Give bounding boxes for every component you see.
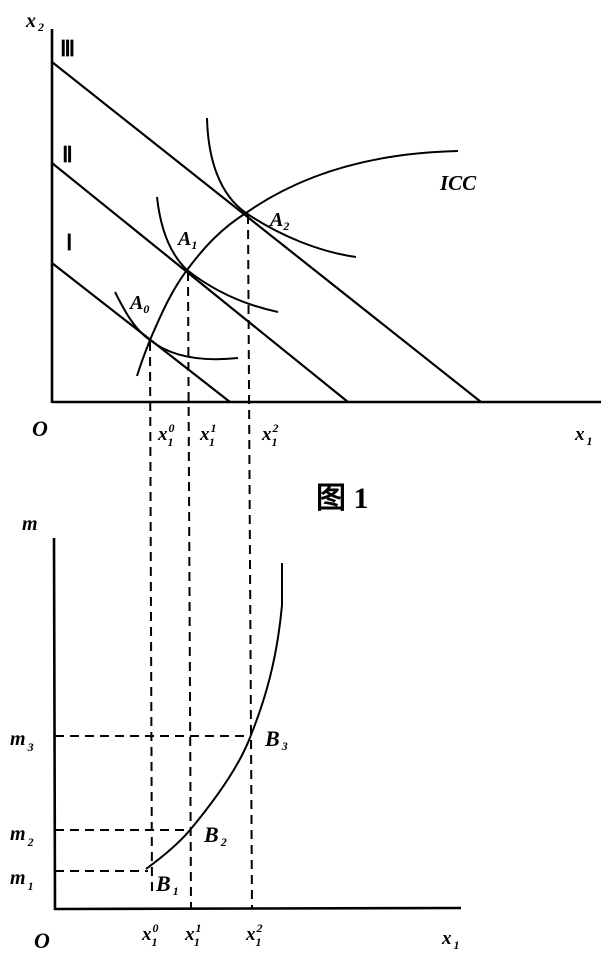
budget-line-3-label: Ⅲ — [60, 36, 75, 61]
indifference-curve-0 — [114, 291, 239, 361]
point-a2-label: A2 — [268, 209, 289, 233]
x-tick-x1-1-top: x1 1 — [199, 421, 216, 449]
point-a0-label: A0 — [128, 292, 149, 316]
origin-label-top: O — [32, 416, 48, 441]
x-tick-x1-2-bottom: x2 1 — [245, 921, 263, 949]
engel-curve — [145, 563, 283, 870]
x-tick-x1-1-bottom: x1 1 — [184, 921, 201, 949]
indifference-curve-2 — [206, 117, 357, 258]
origin-label-bottom: O — [34, 928, 50, 953]
budget-line-3 — [51, 61, 482, 403]
x-tick-x1-0-bottom: x0 1 — [141, 921, 159, 949]
x1-axis-bottom — [53, 906, 462, 911]
icc-label: ICC — [439, 171, 477, 195]
dashed-line-x1-2 — [247, 214, 253, 909]
dashed-line-x1-1 — [187, 271, 192, 909]
m-axis — [52, 537, 57, 911]
dashed-line-x1-0 — [149, 341, 153, 898]
budget-line-1-label: Ⅰ — [66, 230, 73, 255]
point-a1-label: A1 — [176, 228, 197, 252]
figure-caption: 图 1 — [316, 482, 369, 515]
indifference-curve-1 — [156, 196, 279, 313]
budget-line-2-label: Ⅱ — [62, 142, 73, 167]
m-axis-label: m — [22, 513, 38, 535]
x-tick-x1-0-top: x0 1 — [157, 421, 175, 449]
budget-line-2 — [51, 162, 349, 403]
icc-curve — [136, 150, 459, 377]
x-tick-x1-2-top: x2 1 — [261, 421, 279, 449]
